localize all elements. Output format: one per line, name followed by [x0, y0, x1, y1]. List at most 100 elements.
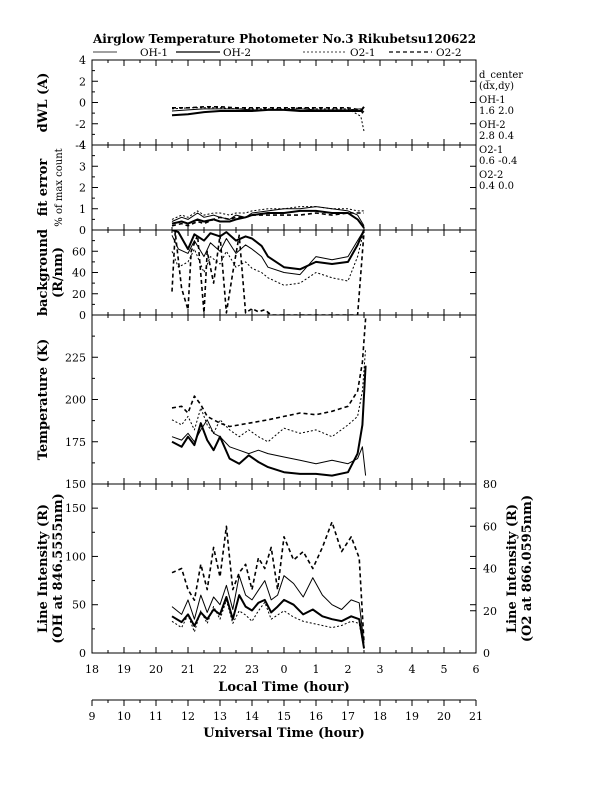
y2-axis-label: Line Intensity (R)	[505, 504, 520, 633]
universal-time-tick-label: 12	[181, 710, 195, 723]
legend-label-o2-2: O2-2	[436, 47, 462, 59]
universal-time-tick-label: 13	[213, 710, 227, 723]
y-tick-label: 225	[65, 351, 86, 364]
annotation-subtitle: (dx,dy)	[479, 81, 514, 92]
universal-time-tick-label: 21	[469, 710, 483, 723]
y-tick-label: 0	[79, 309, 86, 322]
y2-tick-label: 60	[483, 520, 497, 533]
universal-time-axis-label: Universal Time (hour)	[203, 726, 365, 741]
time-axes: 18 19 20 21 22 23 0 1 2 3 4 5 6 Local Time (hour) 9 10 1…	[85, 663, 483, 741]
figure-date: 120622	[426, 32, 476, 46]
y-tick-label: 60	[72, 245, 86, 258]
y2-axis-label-2: (O2 at 866.0595nm)	[520, 495, 535, 642]
local-time-tick-label: 4	[409, 663, 416, 676]
y2-tick-label: 80	[483, 478, 497, 491]
panel-4: 150 175 200 225 Temperature (K)	[36, 314, 477, 491]
local-time-tick-label: 5	[441, 663, 448, 676]
annotation-value-o2-1: 0.6 -0.4	[479, 156, 517, 167]
legend: OH-1 OH-2 O2-1 O2-2	[93, 47, 462, 59]
y-tick-label: 150	[65, 478, 86, 491]
universal-time-tick-label: 18	[373, 710, 387, 723]
annotation-name-o2-2: O2-2	[479, 170, 503, 181]
y-tick-label: 4	[79, 139, 86, 152]
universal-time-tick-label: 14	[245, 710, 259, 723]
y-tick-label: 2	[79, 182, 86, 195]
universal-time-tick-label: 19	[405, 710, 419, 723]
y2-tick-label: 40	[483, 563, 497, 576]
universal-time-tick-label: 20	[437, 710, 451, 723]
series-o2-2	[171, 212, 364, 227]
y-axis-label: dWL (A)	[36, 73, 51, 133]
annotation-value-oh-1: 1.6 2.0	[479, 106, 514, 117]
series-oh-2	[171, 106, 365, 117]
universal-time-tick-label: 11	[149, 710, 163, 723]
y-axis-label: Line Intensity (R)	[36, 504, 51, 633]
y-tick-label: 150	[65, 502, 86, 515]
annotation-name-oh-2: OH-2	[479, 120, 506, 131]
universal-time-tick-label: 15	[277, 710, 291, 723]
series-o2-2	[171, 231, 365, 315]
y-tick-label: 50	[72, 599, 86, 612]
y-tick-label: 2	[79, 75, 86, 88]
figure-title: Airglow Temperature Photometer No.3 Riku…	[92, 32, 427, 46]
y-axis-label: background	[36, 229, 51, 316]
local-time-tick-label: 1	[313, 663, 320, 676]
series-o2-1	[171, 206, 364, 220]
y-axis-label-2: (OH at 846.5555nm)	[51, 493, 66, 643]
panel-frame	[91, 59, 477, 146]
annotation-value-oh-2: 2.8 0.4	[479, 131, 514, 142]
universal-time-tick-label: 10	[117, 710, 131, 723]
local-time-tick-label: 18	[85, 663, 99, 676]
figure-header: Airglow Temperature Photometer No.3 Riku…	[92, 32, 476, 46]
legend-label-o2-1: O2-1	[350, 47, 376, 59]
y-axis-label-2: % of max count	[54, 148, 65, 226]
local-time-axis-label: Local Time (hour)	[218, 680, 350, 695]
series-o2-1	[171, 348, 367, 443]
series-oh-2	[171, 230, 365, 271]
panel-frame	[91, 483, 477, 654]
panel-frame	[91, 144, 477, 231]
y-tick-label: 20	[72, 288, 86, 301]
local-time-tick-label: 6	[473, 663, 480, 676]
annotation-name-o2-1: O2-1	[479, 145, 503, 156]
local-time-tick-label: 0	[281, 663, 288, 676]
y-tick-label: 175	[65, 436, 86, 449]
y-tick-label: 0	[79, 224, 86, 237]
universal-time-tick-label: 17	[341, 710, 355, 723]
series-oh-1	[171, 575, 365, 644]
panel-3: 0 20 40 60 background (R/nm)	[36, 229, 477, 322]
y-tick-label: -2	[75, 118, 86, 131]
series-o2-1	[171, 230, 365, 286]
local-time-tick-label: 22	[213, 663, 227, 676]
annotation-title: d_center	[479, 70, 523, 81]
y-tick-label: 40	[72, 267, 86, 280]
local-time-tick-label: 3	[377, 663, 384, 676]
y-axis-label: Temperature (K)	[36, 339, 51, 461]
series-o2-2	[171, 521, 365, 643]
y-axis-label: fit error	[36, 159, 51, 217]
y-tick-label: 0	[79, 97, 86, 110]
y-tick-label: -4	[75, 139, 86, 152]
y-tick-label: 3	[79, 160, 86, 173]
d-center-annotation: d_center(dx,dy) OH-11.6 2.0 OH-22.8 0.4 O2-…	[479, 70, 523, 192]
local-time-tick-label: 21	[181, 663, 195, 676]
y-tick-label: 1	[79, 203, 86, 216]
y2-tick-label: 20	[483, 605, 497, 618]
y2-tick-label: 0	[483, 647, 490, 660]
y-tick-label: 0	[79, 647, 86, 660]
local-time-tick-label: 19	[117, 663, 131, 676]
legend-label-oh-1: OH-1	[140, 47, 168, 59]
universal-time-tick-label: 9	[89, 710, 96, 723]
series-oh-2	[171, 365, 367, 477]
panel-frame	[91, 314, 477, 485]
y-axis-label-2: (R/nm)	[51, 247, 66, 298]
panel-1: -4 -2 0 2 4 dWL (A)	[36, 54, 477, 152]
series-oh-1	[171, 230, 365, 276]
local-time-tick-label: 20	[149, 663, 163, 676]
chart-panels: -4 -2 0 2 4 dWL (A) 0 1 2 3 4 fit error% of max cou…	[36, 54, 535, 660]
series-o2-2	[171, 318, 367, 428]
universal-time-tick-label: 16	[309, 710, 323, 723]
local-time-tick-label: 23	[245, 663, 259, 676]
